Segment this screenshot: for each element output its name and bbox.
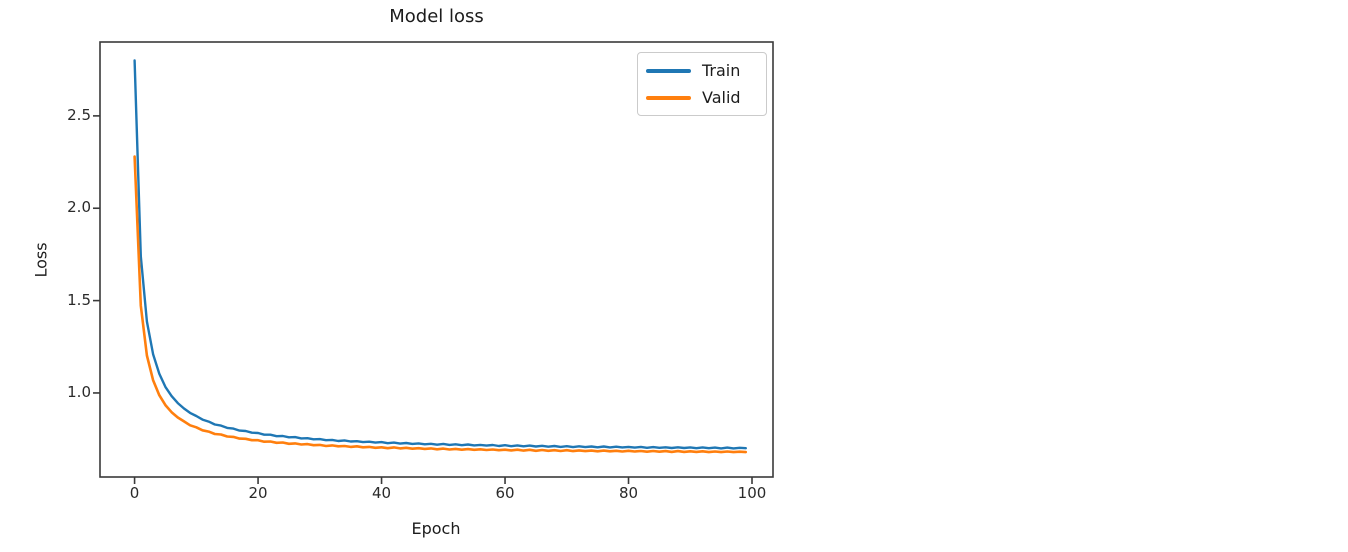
chart-title: Model loss (389, 6, 484, 27)
valid-loss-line (133, 155, 748, 454)
x-tick-label-60: 60 (495, 484, 515, 502)
legend: Train Valid (637, 52, 767, 116)
legend-label-train: Train (702, 61, 741, 80)
y-tick-label-2.5: 2.5 (67, 105, 91, 124)
x-tick-label-0: 0 (129, 484, 140, 502)
plot-area (93, 41, 774, 484)
valid-line-swatch (646, 95, 691, 100)
model-loss-figure: Model loss Loss Epoch Train Valid 0 20 40 6… (32, 6, 774, 538)
x-tick-label-80: 80 (618, 484, 639, 502)
y-tick-label-1.5: 1.5 (67, 290, 91, 309)
legend-label-valid: Valid (702, 88, 741, 107)
x-tick-label-100: 100 (737, 484, 767, 502)
y-tick-label-2.0: 2.0 (67, 198, 91, 217)
axes-frame (99, 41, 774, 478)
y-tick-label-1.0: 1.0 (67, 382, 91, 401)
train-loss-line (133, 59, 747, 450)
train-line-swatch (646, 68, 691, 73)
legend-item-train: Train (646, 60, 758, 81)
x-tick-label-40: 40 (372, 484, 392, 502)
x-tick-label-20: 20 (248, 484, 268, 502)
x-axis-label: Epoch (411, 519, 461, 538)
legend-item-valid: Valid (646, 87, 758, 108)
